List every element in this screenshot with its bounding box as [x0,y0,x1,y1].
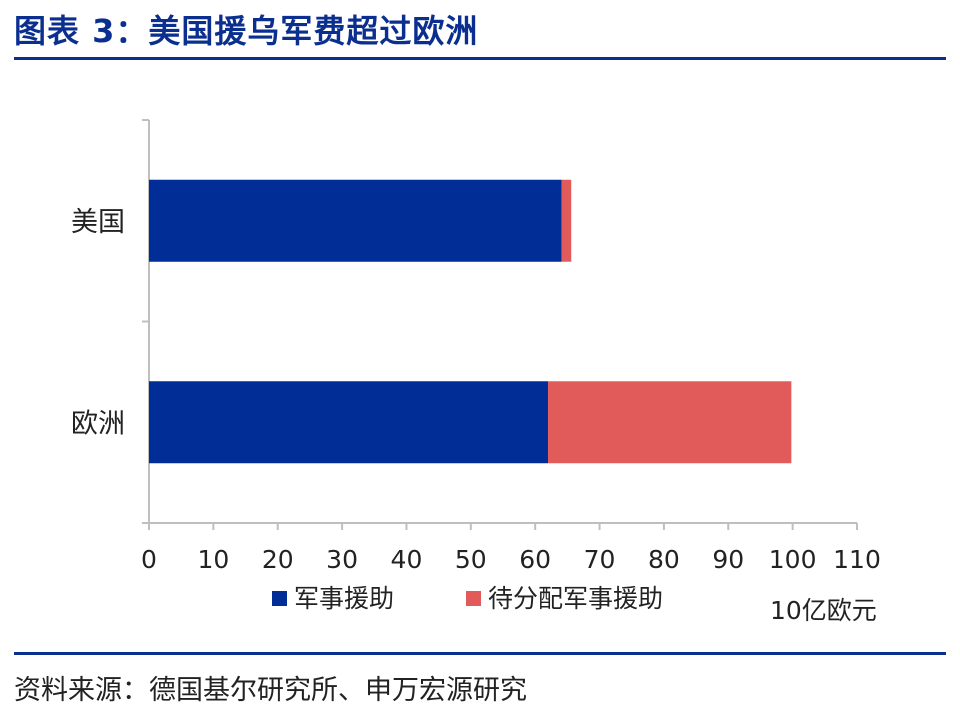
bar-military-aid [149,179,562,262]
x-tick-label: 100 [769,545,817,574]
legend-label-military-aid: 军事援助 [294,584,394,613]
x-tick-label: 20 [262,545,294,574]
x-tick-label: 50 [455,545,487,574]
figure-title: 图表 3：美国援乌军费超过欧洲 [14,12,479,50]
x-tick-label: 80 [648,545,680,574]
source-note: 资料来源：德国基尔研究所、申万宏源研究 [14,675,527,706]
title-rule [14,57,946,60]
legend-swatch-military-aid [272,591,287,606]
x-tick-label: 40 [391,545,423,574]
bar-military-aid [149,381,549,464]
x-tick-label: 110 [833,545,881,574]
unit-label: 10亿欧元 [770,596,877,625]
x-tick-label: 10 [197,545,229,574]
x-tick-label: 90 [712,545,744,574]
bar-pending-military-aid [561,179,572,262]
bar-pending-military-aid [548,381,792,464]
x-tick-label: 30 [326,545,358,574]
x-tick-label: 0 [141,545,157,574]
x-tick-label: 60 [519,545,551,574]
y-category-label: 欧洲 [71,408,125,439]
legend-label-pending-military-aid: 待分配军事援助 [488,584,663,613]
y-category-label: 美国 [71,207,125,238]
x-tick-label: 70 [584,545,616,574]
footer-rule [14,652,946,655]
legend-swatch-pending-military-aid [466,591,481,606]
